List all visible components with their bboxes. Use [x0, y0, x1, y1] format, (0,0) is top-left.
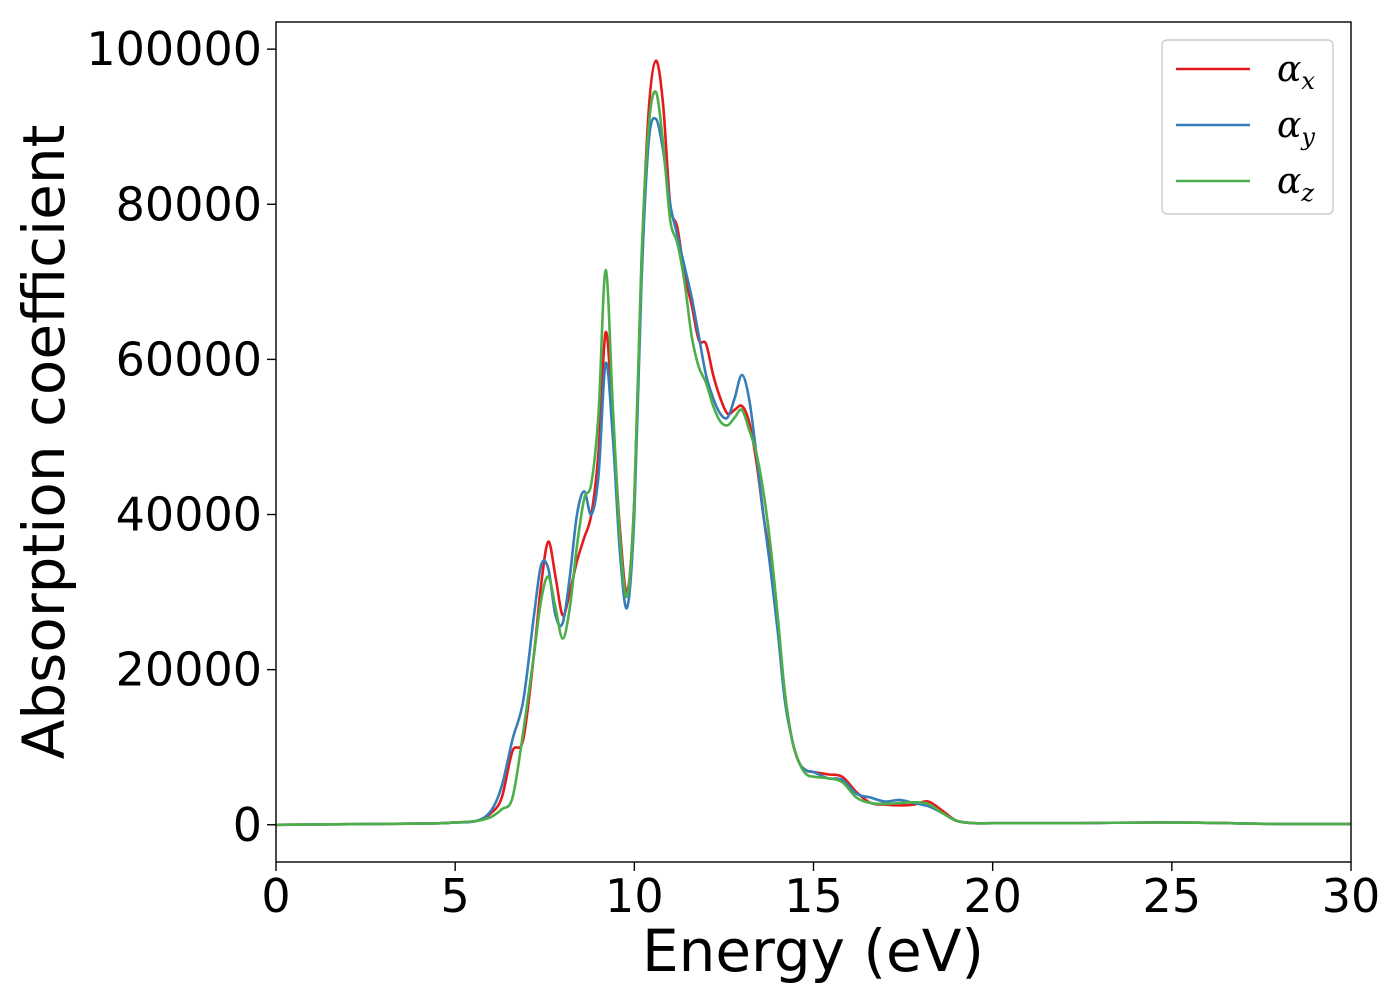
x-tick-label: 25 [1143, 869, 1202, 923]
y-tick-label: 80000 [116, 177, 262, 231]
x-axis-title: Energy (eV) [642, 917, 984, 985]
y-tick-label: 40000 [116, 488, 262, 542]
y-axis: 0 20000 40000 60000 80000 100000 [86, 22, 276, 852]
x-tick-label: 20 [963, 869, 1022, 923]
series-line-x [275, 59, 1352, 827]
legend-label-x: αx [1277, 49, 1315, 95]
y-tick-label: 20000 [116, 643, 262, 697]
y-tick-label: 0 [233, 798, 262, 852]
series-layer [275, 59, 1352, 827]
y-tick-label: 60000 [116, 332, 262, 386]
x-tick-label: 0 [261, 869, 290, 923]
legend-label-z: αz [1277, 161, 1314, 207]
y-axis-title: Absorption coefficient [10, 125, 78, 760]
x-tick-label: 10 [605, 869, 664, 923]
x-axis: 0 5 10 15 20 25 30 [261, 862, 1380, 923]
series-line-z [275, 90, 1352, 827]
x-tick-label: 30 [1322, 869, 1381, 923]
x-tick-label: 5 [441, 869, 470, 923]
y-tick-label: 100000 [86, 22, 262, 76]
legend-label-y: αy [1277, 105, 1315, 151]
legend-box [1161, 39, 1334, 215]
x-tick-label: 15 [784, 869, 843, 923]
legend: αx αy αz [1161, 39, 1334, 215]
